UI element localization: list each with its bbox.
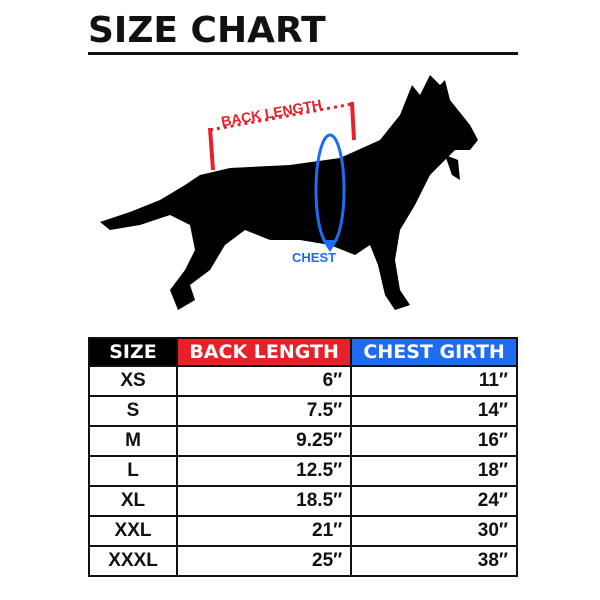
chest-girth-cell: 16″ bbox=[350, 425, 518, 457]
back-length-cell: 12.5″ bbox=[175, 455, 353, 487]
table-header-row: SIZE BACK LENGTH CHEST GIRTH bbox=[88, 337, 518, 367]
chest-girth-cell: 30″ bbox=[350, 515, 518, 547]
chest-arrow-icon bbox=[322, 240, 338, 252]
header-chest-girth: CHEST GIRTH bbox=[350, 337, 518, 367]
back-length-line bbox=[209, 102, 353, 132]
back-length-cell: 9.25″ bbox=[175, 425, 353, 457]
title-divider bbox=[88, 52, 518, 55]
back-length-cell: 21″ bbox=[175, 515, 353, 547]
header-size: SIZE bbox=[88, 337, 178, 367]
size-cell: S bbox=[88, 395, 178, 427]
chest-girth-cell: 14″ bbox=[350, 395, 518, 427]
back-length-cell: 7.5″ bbox=[175, 395, 353, 427]
size-table: SIZE BACK LENGTH CHEST GIRTH XS 6″ 11″ S 7.… bbox=[88, 337, 518, 577]
back-length-cell: 6″ bbox=[175, 365, 353, 397]
header-back-length: BACK LENGTH bbox=[175, 337, 353, 367]
size-cell: XS bbox=[88, 365, 178, 397]
table-row: XS 6″ 11″ bbox=[88, 365, 518, 397]
table-row: XXL 21″ 30″ bbox=[88, 515, 518, 547]
back-length-tick-left bbox=[208, 127, 215, 171]
size-cell: XXXL bbox=[88, 545, 178, 577]
chest-girth-cell: 38″ bbox=[350, 545, 518, 577]
page-title: SIZE CHART bbox=[88, 10, 326, 51]
dog-tongue bbox=[445, 155, 460, 180]
dog-silhouette bbox=[100, 75, 478, 310]
back-length-cell: 18.5″ bbox=[175, 485, 353, 517]
size-cell: M bbox=[88, 425, 178, 457]
table-row: XL 18.5″ 24″ bbox=[88, 485, 518, 517]
back-length-cell: 25″ bbox=[175, 545, 353, 577]
size-cell: L bbox=[88, 455, 178, 487]
back-length-label: BACK LENGTH bbox=[220, 96, 323, 129]
table-row: M 9.25″ 16″ bbox=[88, 425, 518, 457]
table-row: L 12.5″ 18″ bbox=[88, 455, 518, 487]
chest-girth-cell: 11″ bbox=[350, 365, 518, 397]
chest-girth-cell: 18″ bbox=[350, 455, 518, 487]
table-row: XXXL 25″ 38″ bbox=[88, 545, 518, 577]
size-cell: XXL bbox=[88, 515, 178, 547]
chest-label: CHEST bbox=[292, 250, 336, 265]
size-cell: XL bbox=[88, 485, 178, 517]
dog-diagram: BACK LENGTH CHEST bbox=[100, 75, 478, 310]
back-length-tick-right bbox=[350, 101, 356, 141]
table-row: S 7.5″ 14″ bbox=[88, 395, 518, 427]
chest-girth-cell: 24″ bbox=[350, 485, 518, 517]
